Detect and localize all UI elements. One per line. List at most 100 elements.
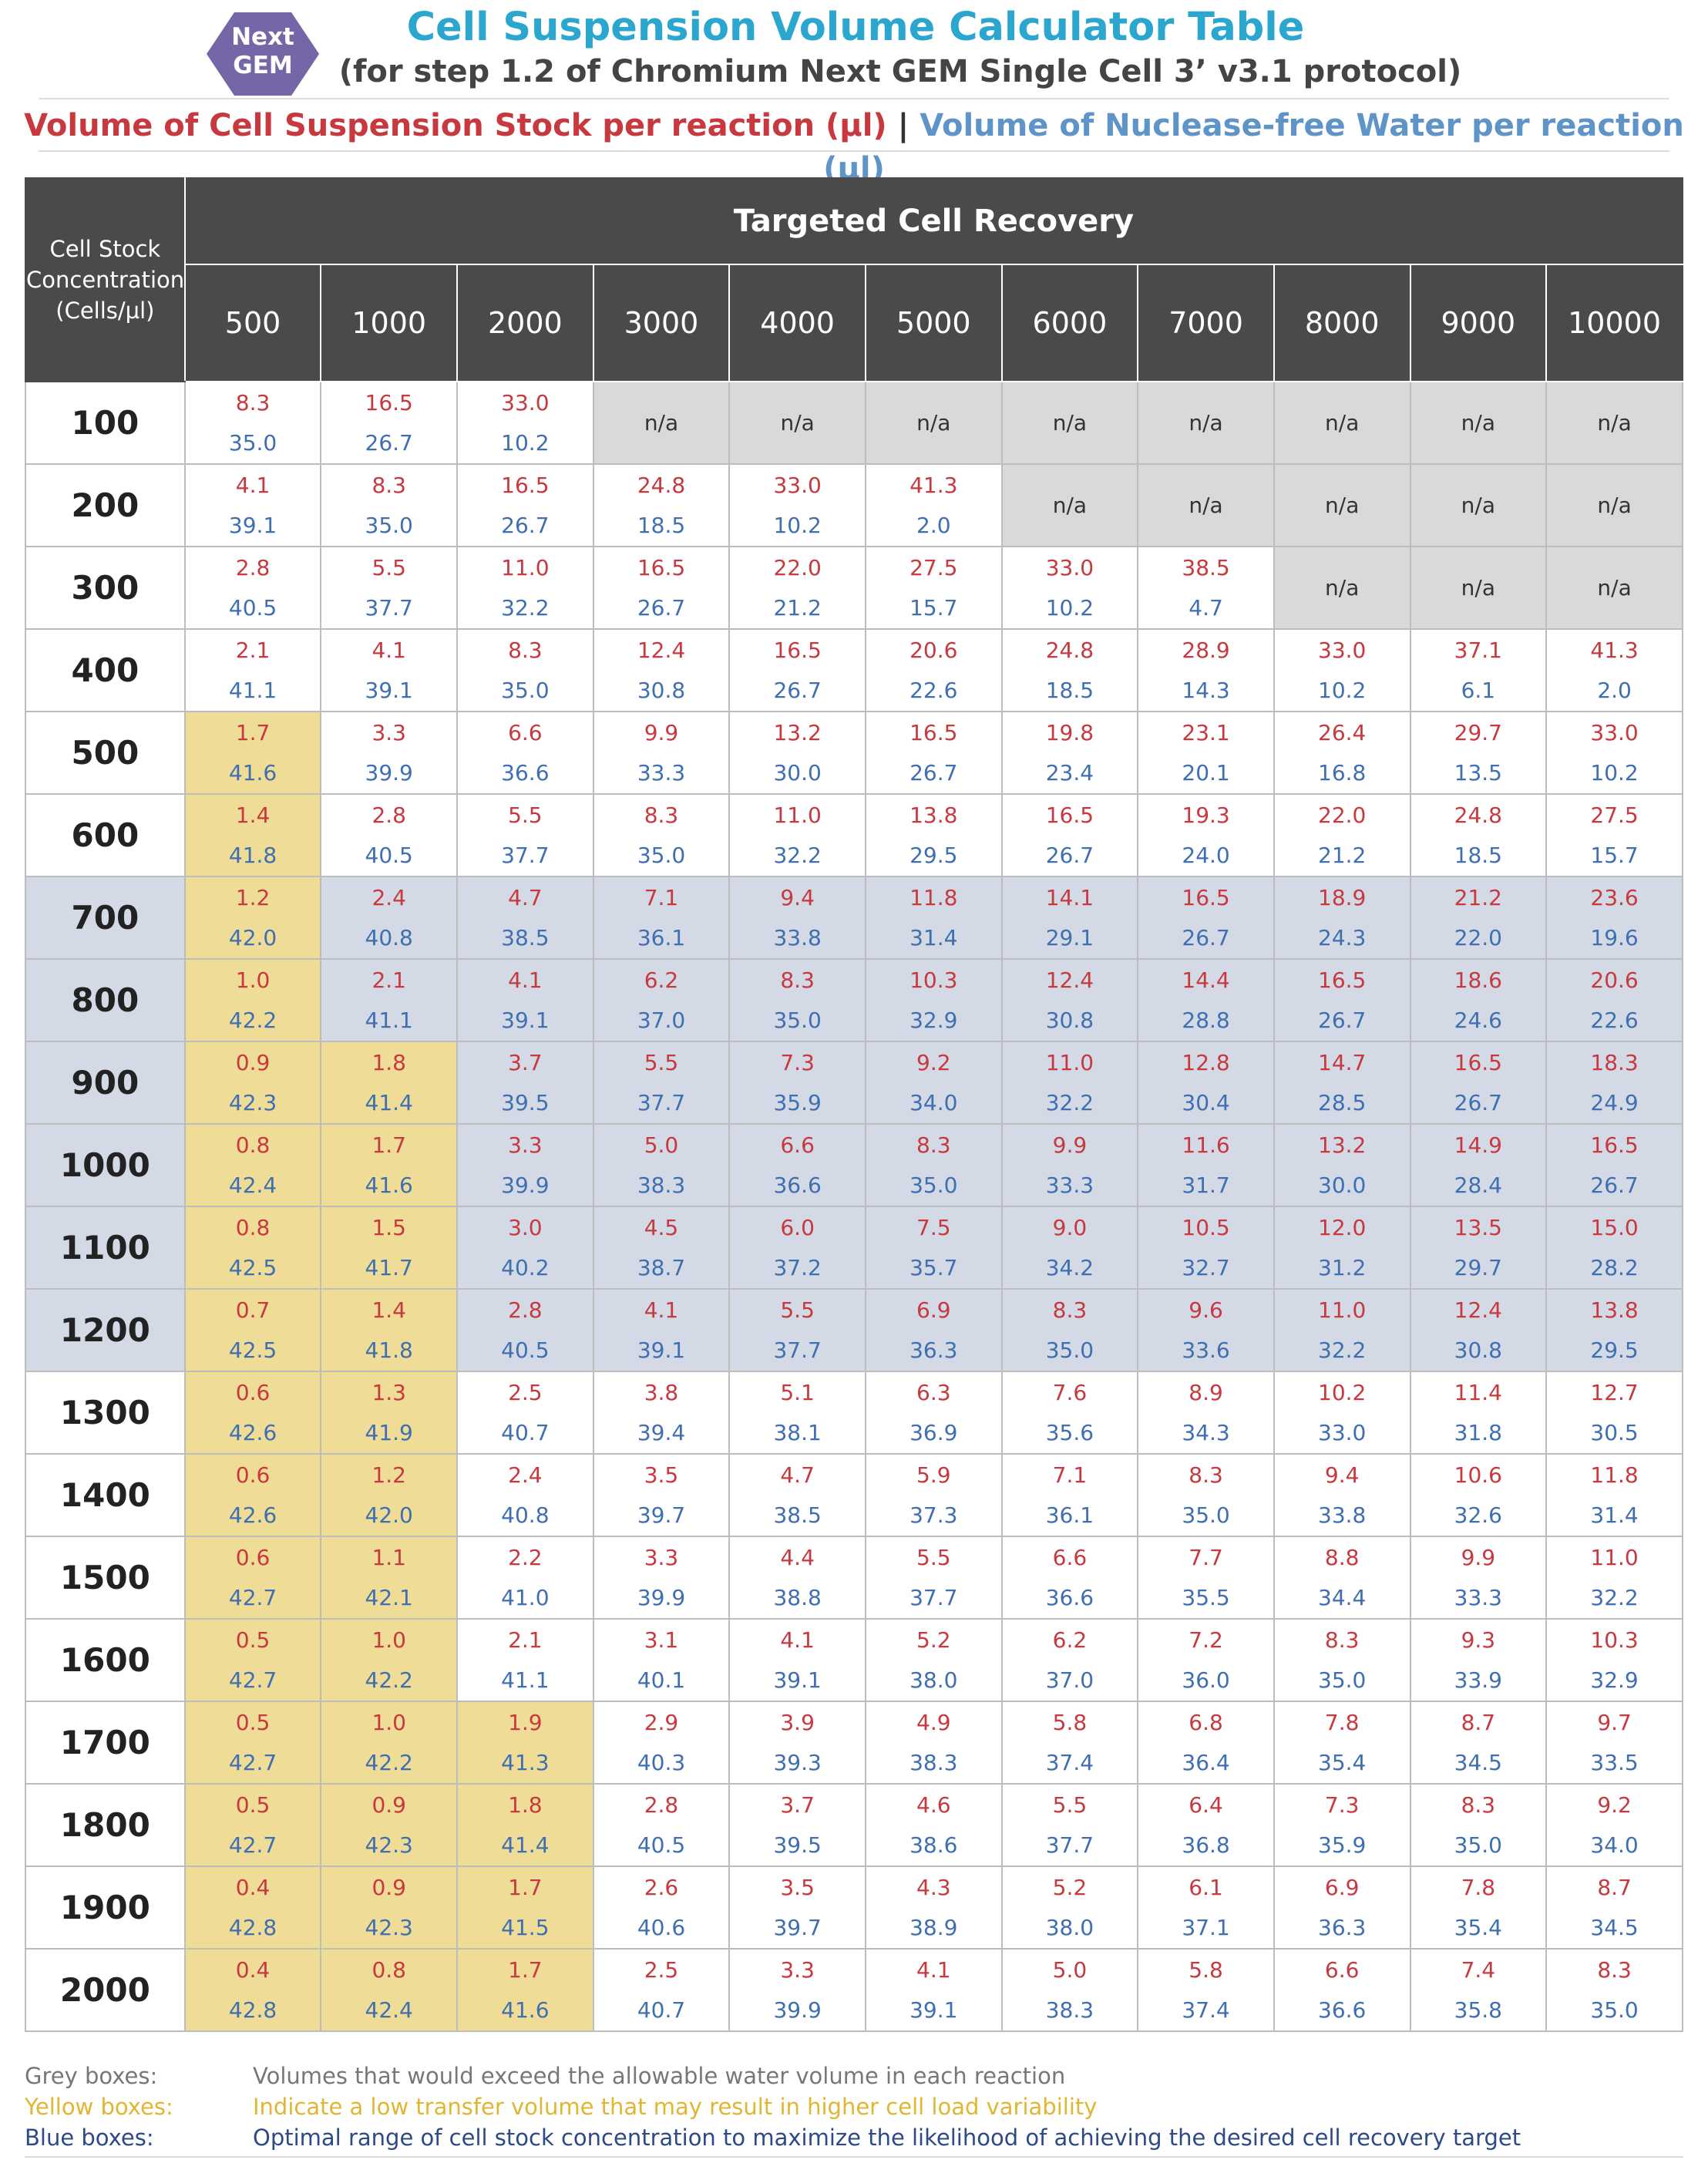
volume-cell: 6.2 37.0 [592, 958, 731, 1042]
volume-cell: 1.4 41.8 [183, 793, 322, 877]
volume-cell: 10.2 33.0 [1273, 1371, 1411, 1455]
volume-cell: 1.0 42.2 [320, 1618, 459, 1702]
water-volume: 28.5 [1318, 1089, 1367, 1115]
water-volume: 37.7 [365, 594, 413, 621]
water-volume: 41.4 [501, 1832, 550, 1858]
stock-volume: 7.1 [1052, 1462, 1088, 1488]
volume-cell: 7.7 35.5 [1137, 1536, 1275, 1620]
stock-volume: 2.1 [372, 967, 406, 993]
water-volume: 33.9 [1454, 1667, 1502, 1693]
volume-cell: 33.0 10.2 [1000, 546, 1139, 630]
na-text: n/a [1597, 575, 1632, 601]
stock-volume: 4.4 [780, 1544, 815, 1570]
water-volume: 42.7 [228, 1667, 277, 1693]
volume-cell: 5.5 37.7 [320, 546, 459, 630]
volume-cell: 9.9 33.3 [1000, 1123, 1139, 1207]
volume-cell: 26.4 16.8 [1273, 711, 1411, 795]
water-volume: 42.2 [365, 1667, 413, 1693]
row-label: 200 [25, 463, 186, 547]
water-volume: 35.0 [1318, 1667, 1367, 1693]
stock-volume: 1.9 [508, 1709, 543, 1735]
water-volume: 36.8 [1182, 1832, 1230, 1858]
water-volume: 10.2 [1590, 759, 1639, 786]
column-header-row: 500 1000 2000 3000 4000 5000 6000 7000 8000 9000 1… [25, 264, 1683, 382]
water-volume: 18.5 [1454, 842, 1502, 868]
water-volume: 34.0 [1590, 1832, 1639, 1858]
table-row: 100 8.3 35.0 16.5 26.7 33.0 10.2 n/a n/a n/a n/a n/… [25, 381, 1683, 465]
stock-volume: 4.7 [508, 884, 543, 910]
volume-cell: 11.0 32.2 [1273, 1288, 1411, 1372]
volume-cell: 22.0 21.2 [728, 546, 866, 630]
stock-volume: 24.8 [637, 472, 686, 498]
volume-cell: 6.2 37.0 [1000, 1618, 1139, 1702]
volume-cell: 27.5 15.7 [1545, 793, 1683, 877]
stock-volume: 7.3 [780, 1049, 815, 1075]
water-volume: 35.0 [1454, 1832, 1502, 1858]
volume-cell: 0.5 42.7 [183, 1783, 322, 1867]
stock-volume: 11.0 [1045, 1049, 1094, 1075]
na-text: n/a [1189, 493, 1223, 518]
water-volume: 39.9 [501, 1172, 550, 1198]
stock-volume: 22.0 [773, 554, 822, 580]
stock-volume: 1.0 [372, 1627, 406, 1653]
volume-cell: 3.0 40.2 [456, 1206, 594, 1290]
water-volume: 39.1 [228, 512, 277, 538]
volume-cell: 2.5 40.7 [592, 1948, 731, 2032]
volume-cell: 37.1 6.1 [1409, 628, 1548, 712]
water-volume: 39.1 [501, 1007, 550, 1033]
stock-volume: 5.5 [372, 554, 406, 580]
volume-cell: 5.0 38.3 [1000, 1948, 1139, 2032]
volume-cell: 5.5 37.7 [728, 1288, 866, 1372]
na-cell: n/a [1273, 381, 1411, 465]
column-header: 6000 [1000, 264, 1139, 382]
water-volume: 37.4 [1182, 1997, 1230, 2023]
stock-volume: 2.5 [644, 1956, 679, 1983]
table-row: 1600 0.5 42.7 1.0 42.2 2.1 41.1 3.1 40.1 4.1 39.1 5… [25, 1618, 1683, 1702]
volume-cell: 8.3 35.0 [864, 1123, 1003, 1207]
volume-cell: 6.1 37.1 [1137, 1866, 1275, 1950]
stock-volume: 4.5 [644, 1214, 679, 1240]
volume-cell: 1.7 41.5 [456, 1866, 594, 1950]
volume-cell: 9.4 33.8 [1273, 1453, 1411, 1537]
stock-volume: 2.8 [644, 1792, 679, 1818]
logo-line-1: Next [231, 23, 294, 51]
stock-volume: 3.0 [508, 1214, 543, 1240]
stock-volume: 2.5 [508, 1379, 543, 1405]
footnote-yellow-text: Indicate a low transfer volume that may … [253, 2094, 1098, 2120]
volume-cell: 1.3 41.9 [320, 1371, 459, 1455]
stock-volume: 33.0 [501, 389, 550, 415]
water-volume: 10.2 [501, 429, 550, 456]
stock-volume: 1.7 [235, 719, 271, 745]
water-volume: 34.5 [1590, 1914, 1639, 1940]
water-volume: 37.1 [1182, 1914, 1230, 1940]
water-volume: 42.3 [228, 1089, 277, 1115]
stock-volume: 2.9 [644, 1709, 679, 1735]
water-volume: 41.6 [365, 1172, 413, 1198]
table-row: 500 1.7 41.6 3.3 39.9 6.6 36.6 9.9 33.3 13.2 30.0 1… [25, 711, 1683, 795]
water-volume: 42.5 [228, 1337, 277, 1363]
stock-volume: 1.0 [235, 967, 271, 993]
volume-cell: 1.9 41.3 [456, 1701, 594, 1785]
water-volume: 30.0 [773, 759, 822, 786]
water-volume: 26.7 [1590, 1172, 1639, 1198]
water-volume: 4.7 [1189, 594, 1223, 621]
stock-volume: 8.3 [1324, 1627, 1360, 1653]
volume-cell: 4.1 39.1 [864, 1948, 1003, 2032]
water-volume: 36.1 [637, 924, 686, 950]
water-volume: 31.4 [909, 924, 958, 950]
water-volume: 29.1 [1045, 924, 1094, 950]
stock-volume: 0.8 [235, 1132, 271, 1158]
stock-volume: 6.8 [1189, 1709, 1223, 1735]
stock-volume: 5.5 [508, 802, 543, 828]
volume-cell: 0.6 42.7 [183, 1536, 322, 1620]
volume-cell: 11.0 32.2 [1000, 1041, 1139, 1125]
volume-cell: 3.1 40.1 [592, 1618, 731, 1702]
water-volume: 37.7 [773, 1337, 822, 1363]
volume-cell: 9.3 33.9 [1409, 1618, 1548, 1702]
volume-cell: 0.8 42.4 [320, 1948, 459, 2032]
na-text: n/a [1189, 410, 1223, 436]
water-volume: 42.0 [228, 924, 277, 950]
volume-cell: 24.8 18.5 [1000, 628, 1139, 712]
na-cell: n/a [1000, 463, 1139, 547]
water-volume: 32.2 [1590, 1584, 1639, 1610]
